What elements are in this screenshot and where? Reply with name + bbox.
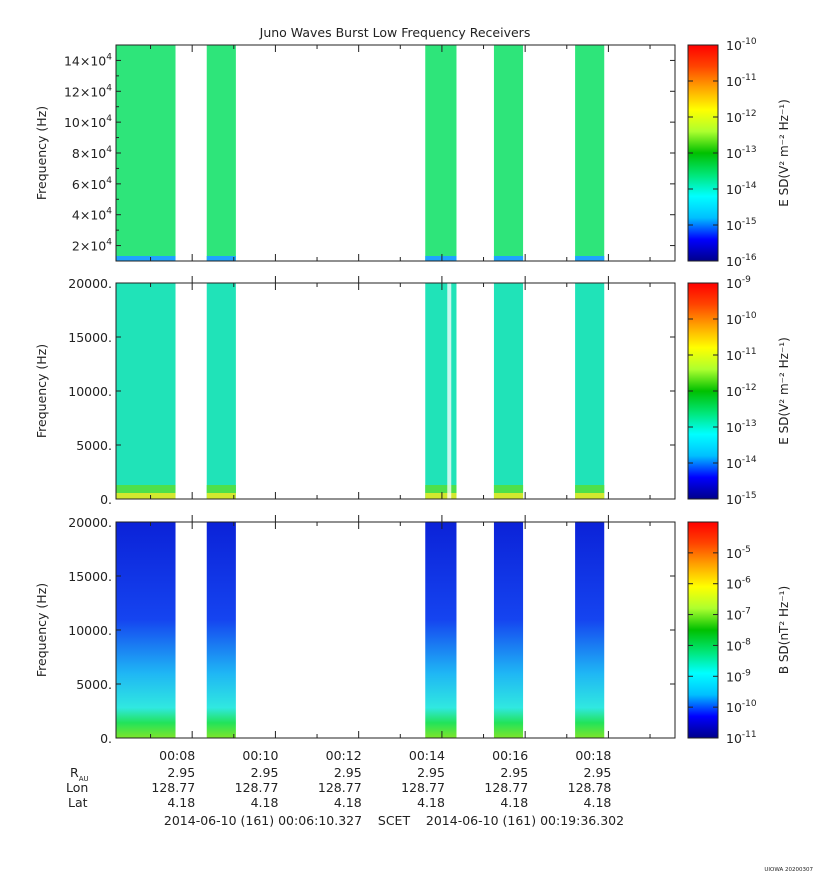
- colorbar-label: B SD(nT² Hz⁻¹): [777, 586, 791, 674]
- y-tick-label: 20000.: [68, 276, 112, 291]
- spectrogram-block: [206, 522, 236, 738]
- y-tick-label: 2×104: [72, 238, 112, 254]
- ephemeris-value: 128.78: [568, 780, 612, 795]
- y-tick-label: 10000.: [68, 384, 112, 399]
- y-tick-label: 20000.: [68, 515, 112, 530]
- ephemeris-value: 128.77: [235, 780, 279, 795]
- colorbar-tick-label: 10-9: [726, 275, 751, 291]
- spectrogram-block: [116, 283, 176, 499]
- colorbar-tick-label: 10-11: [726, 347, 757, 363]
- panel-top: 2×104 4×104 6×104 8×104 10×104 12×104 14×104 Fr…: [34, 37, 791, 269]
- ephemeris-value: 4.18: [500, 795, 528, 810]
- ephemeris-table: 00:082.95128.774.1800:102.95128.774.1800…: [66, 748, 611, 810]
- ephemeris-value: 00:12: [326, 748, 362, 763]
- spectrogram-block: [206, 283, 236, 499]
- ephemeris-value: 2.95: [417, 765, 445, 780]
- colorbar-tick-label: 10-15: [726, 491, 757, 507]
- spectrogram-block: [575, 522, 605, 738]
- ephemeris-value: 4.18: [334, 795, 362, 810]
- ephemeris-value: 2.95: [251, 765, 279, 780]
- ephemeris-value: 4.18: [417, 795, 445, 810]
- ephemeris-value: 00:18: [575, 748, 611, 763]
- colorbar-tick-label: 10-9: [726, 668, 751, 684]
- colorbar-tick-label: 10-7: [726, 607, 751, 623]
- colorbar-tick-label: 10-6: [726, 576, 751, 592]
- y-tick-label: 10000.: [68, 623, 112, 638]
- chart-title: Juno Waves Burst Low Frequency Receivers: [259, 25, 531, 40]
- spectrogram-block: [425, 522, 457, 738]
- colorbar-top: 10-10 10-11 10-12 10-13 10-14 10-15 10-16 E SD(…: [687, 37, 791, 269]
- ephemeris-value: 2.95: [334, 765, 362, 780]
- panel-middle: 0. 5000. 10000. 15000. 20000. Frequency (Hz) 1…: [34, 275, 791, 507]
- y-tick-label: 15000.: [68, 569, 112, 584]
- colorbar-tick-label: 10-11: [726, 730, 757, 746]
- ephemeris-label: Lat: [68, 795, 88, 810]
- spectrogram-block: [116, 522, 176, 738]
- ephemeris-value: 4.18: [584, 795, 612, 810]
- colorbar-tick-label: 10-13: [726, 419, 757, 435]
- colorbar-tick-label: 10-12: [726, 109, 757, 125]
- ephemeris-value: 00:14: [409, 748, 445, 763]
- colorbar-middle: 10-9 10-10 10-11 10-12 10-13 10-14 10-15 E SD(V…: [687, 275, 791, 507]
- spectrogram-block: [425, 45, 457, 261]
- y-tick-label: 0.: [100, 731, 112, 746]
- colorbar-tick-label: 10-11: [726, 73, 757, 89]
- spectrogram-block: [116, 45, 176, 261]
- ephemeris-value: 128.77: [401, 780, 445, 795]
- ephemeris-value: 128.77: [318, 780, 362, 795]
- y-tick-label: 8×104: [72, 145, 112, 161]
- panel-bottom: 0. 5000. 10000. 15000. 20000. Frequency (Hz) 1…: [34, 515, 791, 746]
- spectrogram-block: [493, 522, 524, 738]
- ephemeris-value: 128.77: [151, 780, 195, 795]
- spectrogram-block: [575, 283, 605, 499]
- colorbar-tick-label: 10-14: [726, 455, 757, 471]
- y-tick-label: 5000.: [76, 438, 112, 453]
- ephemeris-value: 00:08: [159, 748, 195, 763]
- footer-stamp: UIOWA 20200307: [764, 867, 813, 873]
- colorbar-tick-label: 10-13: [726, 145, 757, 161]
- y-tick-label: 6×104: [72, 176, 112, 192]
- ephemeris-value: 2.95: [584, 765, 612, 780]
- colorbar-tick-label: 10-14: [726, 181, 757, 197]
- ephemeris-label: Lon: [66, 780, 88, 795]
- spectrogram-block: [425, 283, 457, 499]
- y-axis-label: Frequency (Hz): [34, 344, 49, 438]
- colorbar-tick-label: 10-10: [726, 311, 757, 327]
- spectrogram-block: [575, 45, 605, 261]
- y-tick-label: 15000.: [68, 330, 112, 345]
- colorbar-label: E SD(V² m⁻² Hz⁻¹): [777, 99, 791, 207]
- ephemeris-value: 2.95: [500, 765, 528, 780]
- ephemeris-value: 4.18: [251, 795, 279, 810]
- y-tick-label: 10×104: [64, 114, 112, 130]
- y-tick-label: 0.: [100, 492, 112, 507]
- ephemeris-value: 128.77: [484, 780, 528, 795]
- y-tick-label: 5000.: [76, 677, 112, 692]
- y-tick-label: 12×104: [64, 83, 112, 99]
- y-axis-label: Frequency (Hz): [34, 583, 49, 677]
- colorbar-bottom: 10-5 10-6 10-7 10-8 10-9 10-10 10-11 B SD(nT² H…: [687, 521, 791, 746]
- ephemeris-value: 4.18: [167, 795, 195, 810]
- colorbar-tick-label: 10-5: [726, 545, 751, 561]
- footer-end: 2014-06-10 (161) 00:19:36.302: [426, 813, 624, 828]
- y-axis-label: Frequency (Hz): [34, 106, 49, 200]
- spectrogram-block: [493, 45, 524, 261]
- spectrogram-panels: 2×104 4×104 6×104 8×104 10×104 12×104 14×104 Fr…: [34, 37, 791, 810]
- colorbar-tick-label: 10-15: [726, 217, 757, 233]
- ephemeris-value: 2.95: [167, 765, 195, 780]
- colorbar-tick-label: 10-8: [726, 637, 751, 653]
- spectrogram-block: [206, 45, 236, 261]
- ephemeris-value: 00:16: [492, 748, 528, 763]
- colorbar-tick-label: 10-16: [726, 253, 757, 269]
- ephemeris-value: 00:10: [242, 748, 278, 763]
- colorbar-tick-label: 10-10: [726, 37, 757, 53]
- colorbar-tick-label: 10-12: [726, 383, 757, 399]
- y-tick-label: 14×104: [64, 52, 112, 68]
- colorbar-tick-label: 10-10: [726, 699, 757, 715]
- spectrogram-block: [493, 283, 524, 499]
- colorbar-label: E SD(V² m⁻² Hz⁻¹): [777, 337, 791, 445]
- footer-start: 2014-06-10 (161) 00:06:10.327: [164, 813, 362, 828]
- y-tick-label: 4×104: [72, 207, 112, 223]
- footer-scet: SCET: [378, 813, 411, 828]
